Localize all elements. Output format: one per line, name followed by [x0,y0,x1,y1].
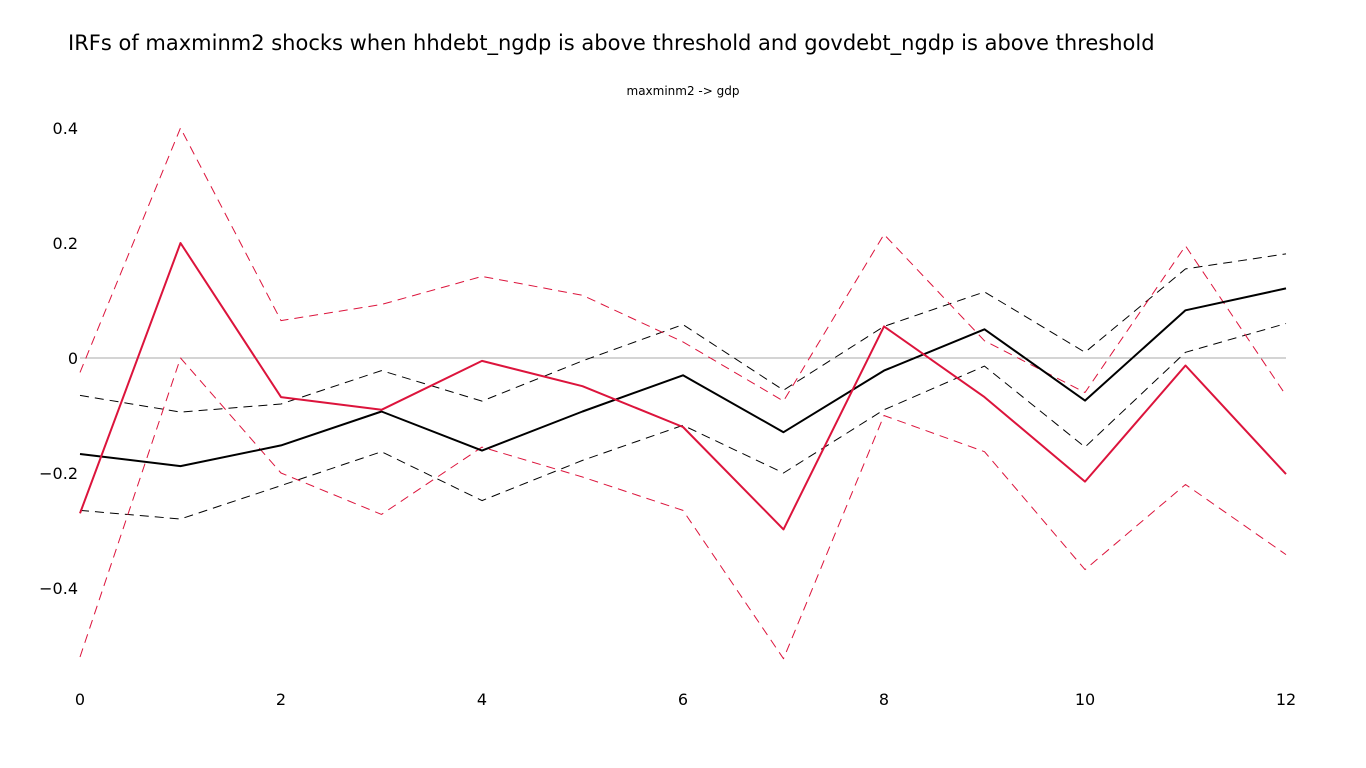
y-tick-label: 0.4 [53,119,78,138]
y-axis-ticks: 0.4 0.2 0 −0.2 −0.4 [39,119,78,598]
black-confidence-band-line [79,253,1287,413]
x-tick-label: 8 [879,690,889,709]
chart-title: IRFs of maxminm2 shocks when hhdebt_ngdp… [68,31,1155,56]
crimson-irf-line [79,242,1287,531]
y-tick-label: 0 [68,349,78,368]
chart-subtitle: maxminm2 -> gdp [627,84,740,98]
plot-area [79,127,1287,660]
crimson-confidence-band-line [79,127,1287,402]
x-axis-ticks: 0 2 4 6 8 10 12 [75,690,1296,709]
x-tick-label: 2 [276,690,286,709]
x-tick-label: 4 [477,690,487,709]
y-tick-label: −0.4 [39,579,78,598]
y-tick-label: 0.2 [53,234,78,253]
y-tick-label: −0.2 [39,464,78,483]
black-irf-line [79,287,1287,468]
x-tick-label: 6 [678,690,688,709]
x-tick-label: 12 [1276,690,1296,709]
black-confidence-band-line [79,323,1287,520]
x-tick-label: 10 [1075,690,1095,709]
crimson-confidence-band-line [79,357,1287,660]
x-tick-label: 0 [75,690,85,709]
